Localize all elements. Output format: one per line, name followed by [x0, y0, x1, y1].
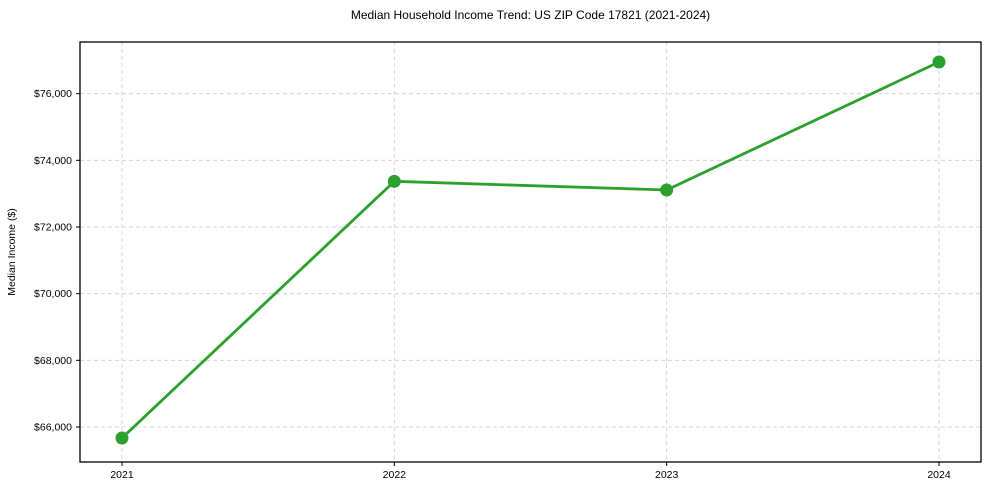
x-tick-label: 2022 — [383, 469, 407, 481]
trend-line — [120, 60, 941, 440]
y-tick-label: $68,000 — [34, 355, 72, 367]
y-tick-label: $76,000 — [34, 88, 72, 100]
data-point — [115, 431, 129, 445]
x-tick-label: 2021 — [110, 469, 134, 481]
y-tick-label: $72,000 — [34, 222, 72, 234]
y-axis-label: Median Income ($) — [6, 208, 18, 296]
y-tick-label: $66,000 — [34, 422, 72, 434]
data-point — [387, 174, 401, 188]
y-tick-label: $74,000 — [34, 155, 72, 167]
x-tick-label: 2024 — [927, 469, 951, 481]
chart-title: Median Household Income Trend: US ZIP Co… — [350, 8, 711, 22]
y-tick-label: $70,000 — [34, 288, 72, 300]
plot-border — [79, 41, 982, 463]
data-point — [932, 55, 946, 69]
data-point — [660, 183, 674, 197]
x-tick-label: 2023 — [655, 469, 679, 481]
